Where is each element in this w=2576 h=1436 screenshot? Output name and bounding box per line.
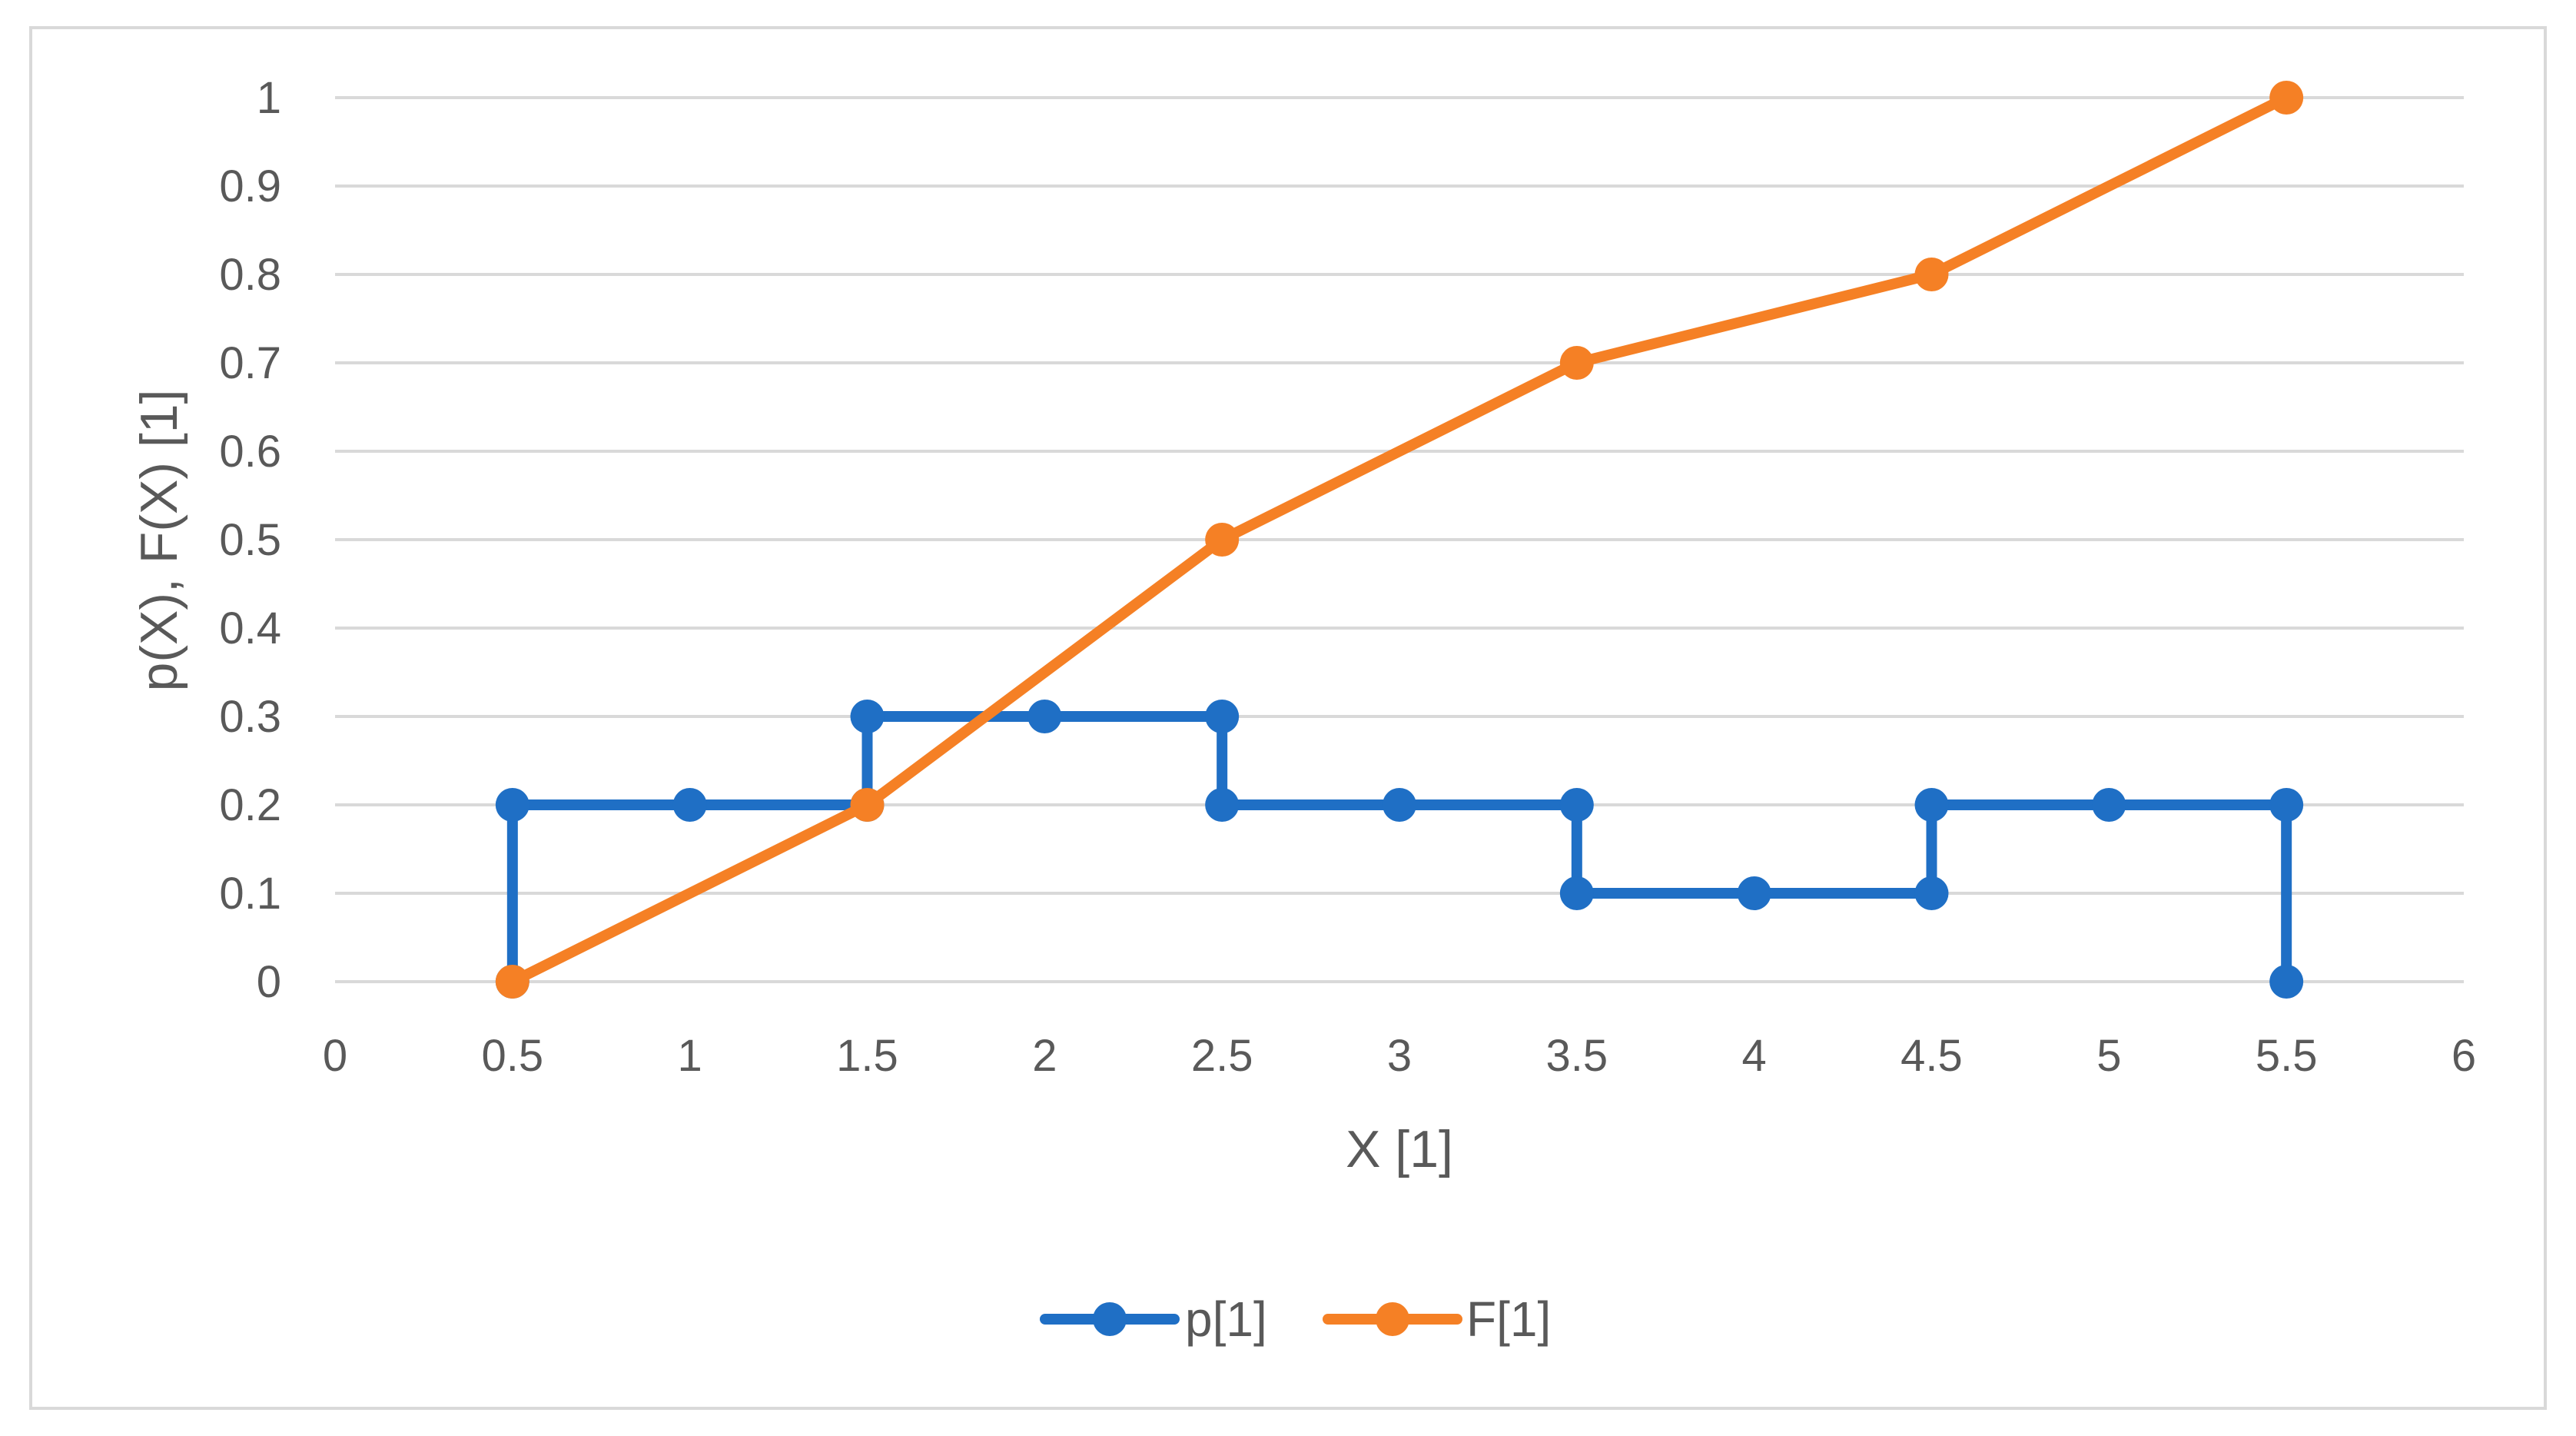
data-point bbox=[1383, 788, 1416, 822]
y-tick-label: 1 bbox=[257, 73, 281, 123]
data-point bbox=[495, 788, 529, 822]
y-tick-label: 0.5 bbox=[219, 515, 281, 565]
data-point bbox=[850, 700, 885, 733]
data-point bbox=[1914, 788, 1949, 822]
x-tick-label: 4 bbox=[1742, 1031, 1767, 1081]
x-tick-label: 3.5 bbox=[1546, 1031, 1608, 1081]
data-point bbox=[1559, 788, 1594, 822]
y-axis-ticks: 0 0.1 0.2 0.3 0.4 0.5 0.6 0.7 0.8 0.9 1 bbox=[219, 73, 281, 1007]
legend-item: F[1] bbox=[1323, 1291, 1551, 1347]
x-tick-label: 2 bbox=[1032, 1031, 1057, 1081]
data-point bbox=[672, 788, 707, 822]
y-tick-label: 0.1 bbox=[219, 869, 281, 919]
y-tick-label: 0.4 bbox=[219, 603, 281, 653]
legend-swatch-marker bbox=[1093, 1302, 1127, 1336]
data-point bbox=[2269, 788, 2304, 822]
data-point bbox=[1737, 876, 1771, 910]
legend: p[1] F[1] bbox=[1040, 1291, 1551, 1347]
data-point bbox=[495, 965, 529, 999]
data-point bbox=[2269, 965, 2304, 999]
x-tick-label: 0 bbox=[323, 1031, 347, 1081]
data-point bbox=[2092, 788, 2126, 822]
data-point bbox=[1559, 876, 1594, 910]
y-tick-label: 0.7 bbox=[219, 338, 281, 388]
gridlines bbox=[335, 96, 2464, 983]
legend-label: p[1] bbox=[1185, 1291, 1267, 1347]
data-point bbox=[2269, 81, 2304, 115]
x-tick-label: 0.5 bbox=[482, 1031, 544, 1081]
y-tick-label: 0.3 bbox=[219, 692, 281, 742]
data-point bbox=[1914, 258, 1949, 291]
data-point bbox=[1027, 700, 1062, 733]
y-tick-label: 0 bbox=[257, 957, 281, 1007]
data-point bbox=[1559, 346, 1594, 380]
series-line bbox=[506, 92, 2292, 987]
x-tick-label: 5.5 bbox=[2256, 1031, 2318, 1081]
legend-item: p[1] bbox=[1040, 1291, 1267, 1347]
plot-area bbox=[495, 81, 2304, 999]
x-tick-label: 6 bbox=[2452, 1031, 2476, 1081]
x-tick-label: 1 bbox=[678, 1031, 702, 1081]
x-tick-label: 3 bbox=[1387, 1031, 1412, 1081]
x-tick-label: 4.5 bbox=[1900, 1031, 1963, 1081]
series-F bbox=[495, 81, 2304, 999]
y-tick-label: 0.9 bbox=[219, 161, 281, 211]
data-point bbox=[1205, 523, 1240, 557]
legend-swatch-marker bbox=[1376, 1302, 1409, 1336]
data-point bbox=[1205, 700, 1240, 733]
x-tick-label: 5 bbox=[2096, 1031, 2121, 1081]
y-tick-label: 0.6 bbox=[219, 427, 281, 477]
legend-label: F[1] bbox=[1466, 1291, 1551, 1347]
x-tick-label: 2.5 bbox=[1191, 1031, 1253, 1081]
x-axis-ticks: 0 0.5 1 1.5 2 2.5 3 3.5 4 4.5 5 5.5 6 bbox=[323, 1031, 2476, 1081]
x-axis-title: X [1] bbox=[1346, 1120, 1453, 1178]
y-tick-label: 0.2 bbox=[219, 780, 281, 830]
y-axis-title: p(X), F(X) [1] bbox=[130, 390, 188, 692]
y-tick-label: 0.8 bbox=[219, 250, 281, 300]
data-point bbox=[1205, 788, 1240, 822]
data-point bbox=[850, 788, 885, 822]
data-point bbox=[1914, 876, 1949, 910]
x-tick-label: 1.5 bbox=[836, 1031, 898, 1081]
